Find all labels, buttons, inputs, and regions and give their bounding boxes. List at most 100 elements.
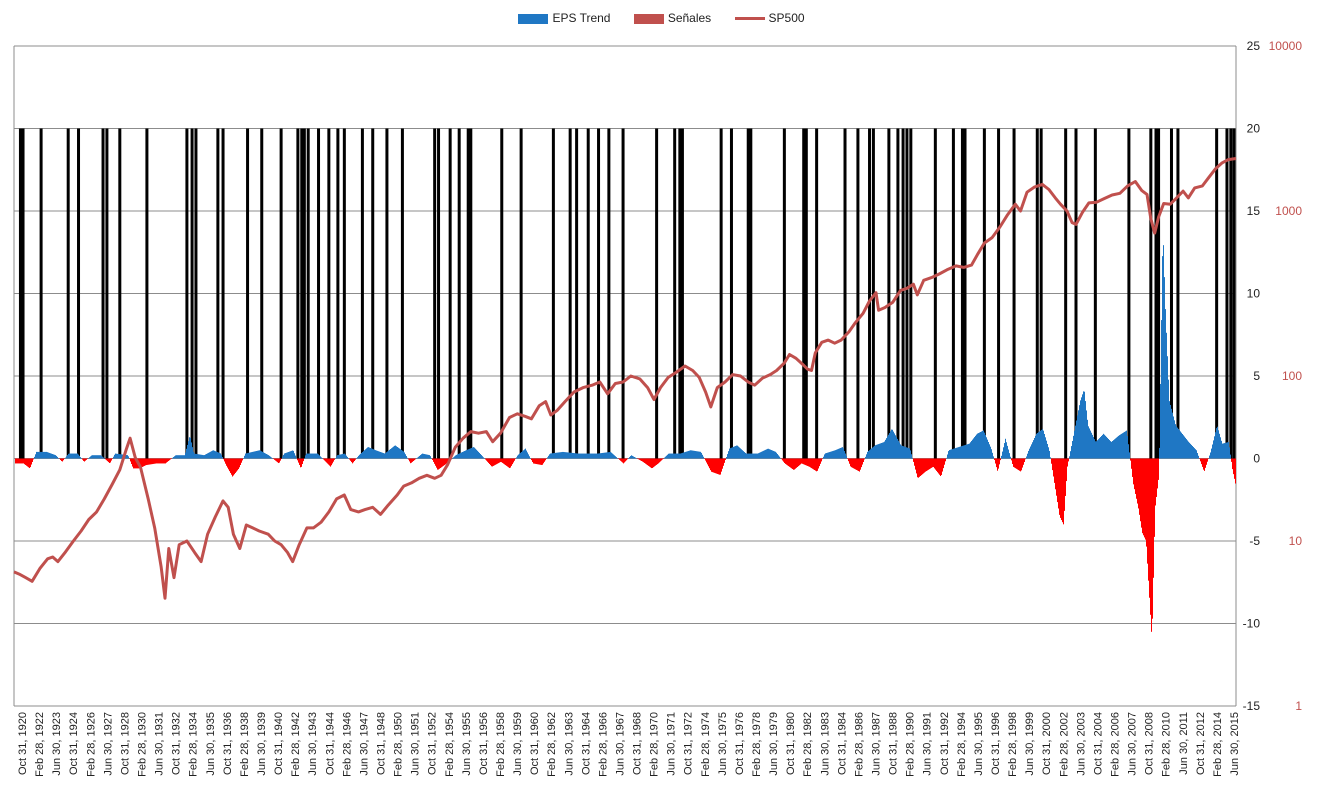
eps-trend-bar <box>607 452 608 459</box>
eps-trend-bar <box>1189 442 1190 459</box>
eps-trend-bar <box>49 452 50 459</box>
eps-trend-bar <box>1072 440 1073 459</box>
eps-trend-bar <box>937 458 938 473</box>
eps-trend-bar <box>372 448 373 459</box>
eps-trend-bar <box>484 458 485 459</box>
eps-trend-bar <box>640 458 641 461</box>
eps-trend-bar <box>600 453 601 459</box>
eps-trend-bar <box>61 458 62 462</box>
eps-trend-bar <box>1171 408 1172 459</box>
x-tick-label: Jun 30, 1927 <box>102 712 114 776</box>
eps-trend-bar <box>647 458 648 466</box>
eps-trend-bar <box>320 456 321 459</box>
eps-trend-bar <box>168 458 169 462</box>
eps-trend-bar <box>1082 394 1083 459</box>
eps-trend-bar <box>569 452 570 459</box>
x-tick-label: Feb 28, 1950 <box>393 712 405 777</box>
eps-trend-bar <box>255 451 256 459</box>
eps-trend-bar <box>92 455 93 459</box>
eps-trend-bar <box>193 451 194 459</box>
eps-trend-bar <box>468 449 469 459</box>
eps-trend-bar <box>667 454 668 459</box>
eps-trend-bar <box>669 453 670 459</box>
eps-trend-bar <box>828 452 829 459</box>
eps-trend-bar <box>1188 441 1189 459</box>
eps-trend-bar <box>733 446 734 459</box>
eps-trend-bar <box>650 458 651 468</box>
eps-trend-bar <box>392 447 393 459</box>
eps-trend-bar <box>538 458 539 465</box>
eps-trend-bar <box>1102 434 1103 459</box>
eps-trend-bar <box>1119 435 1120 459</box>
eps-trend-bar <box>1191 444 1192 459</box>
eps-trend-bar <box>331 458 332 466</box>
eps-trend-bar <box>239 458 240 468</box>
eps-trend-bar <box>751 453 752 459</box>
eps-trend-bar <box>384 453 385 459</box>
eps-trend-bar <box>285 453 286 459</box>
eps-trend-bar <box>370 447 371 459</box>
x-tick-label: Jun 30, 1971 <box>666 712 678 776</box>
eps-trend-bar <box>436 458 437 468</box>
eps-trend-bar <box>133 458 134 469</box>
eps-trend-bar <box>718 458 719 475</box>
eps-trend-bar <box>490 458 491 466</box>
eps-trend-bar <box>341 454 342 459</box>
eps-trend-bar <box>870 449 871 459</box>
eps-trend-bar <box>1152 458 1153 619</box>
eps-trend-bar <box>68 453 69 459</box>
eps-trend-bar <box>481 455 482 459</box>
eps-trend-bar <box>980 432 981 459</box>
eps-trend-bar <box>578 453 579 459</box>
eps-trend-bar <box>508 458 509 468</box>
signal-bar <box>118 128 122 459</box>
eps-trend-bar <box>723 458 724 466</box>
eps-trend-bar <box>1230 454 1231 459</box>
eps-trend-bar <box>648 458 649 466</box>
eps-trend-bar <box>150 458 151 465</box>
eps-trend-bar <box>78 454 79 459</box>
eps-trend-bar <box>875 445 876 459</box>
eps-trend-bar <box>1105 435 1106 459</box>
eps-trend-bar <box>1005 438 1006 459</box>
eps-trend-bar <box>522 451 523 459</box>
signal-bar <box>185 128 189 459</box>
legend-item-sp500: SP500 <box>734 11 805 25</box>
eps-trend-bar <box>673 453 674 459</box>
eps-trend-bar <box>188 441 189 459</box>
eps-trend-bar <box>145 458 146 466</box>
eps-trend-bar <box>1126 430 1127 459</box>
eps-trend-bar <box>1114 439 1115 459</box>
eps-trend-bar <box>802 458 803 464</box>
eps-trend-bar <box>93 455 94 459</box>
eps-trend-bar <box>843 448 844 459</box>
eps-trend-bar <box>288 451 289 459</box>
eps-trend-bar <box>865 456 866 459</box>
eps-trend-bar <box>460 452 461 459</box>
eps-trend-bar <box>541 458 542 465</box>
eps-trend-bar <box>813 458 814 470</box>
eps-trend-bar <box>549 454 550 459</box>
eps-trend-bar <box>889 433 890 459</box>
eps-trend-bar <box>711 458 712 472</box>
eps-trend-bar <box>821 458 822 462</box>
eps-trend-bar <box>272 458 273 459</box>
signal-bar <box>39 128 43 459</box>
eps-trend-bar <box>1067 458 1068 467</box>
eps-trend-bar <box>330 458 331 467</box>
eps-trend-bar <box>841 447 842 459</box>
eps-trend-bar <box>658 458 659 464</box>
eps-trend-bar <box>1138 458 1139 509</box>
x-tick-label: Jun 30, 2011 <box>1178 712 1190 775</box>
eps-trend-bar <box>43 451 44 459</box>
eps-trend-bar <box>1044 433 1045 459</box>
eps-trend-bar <box>661 458 662 461</box>
eps-trend-bar <box>789 458 790 467</box>
eps-trend-bar <box>878 444 879 459</box>
eps-trend-bar <box>284 453 285 459</box>
eps-trend-bar <box>1219 433 1220 459</box>
eps-trend-bar <box>994 458 995 460</box>
eps-trend-bar <box>52 453 53 459</box>
eps-trend-bar <box>738 446 739 459</box>
eps-trend-bar <box>780 457 781 459</box>
